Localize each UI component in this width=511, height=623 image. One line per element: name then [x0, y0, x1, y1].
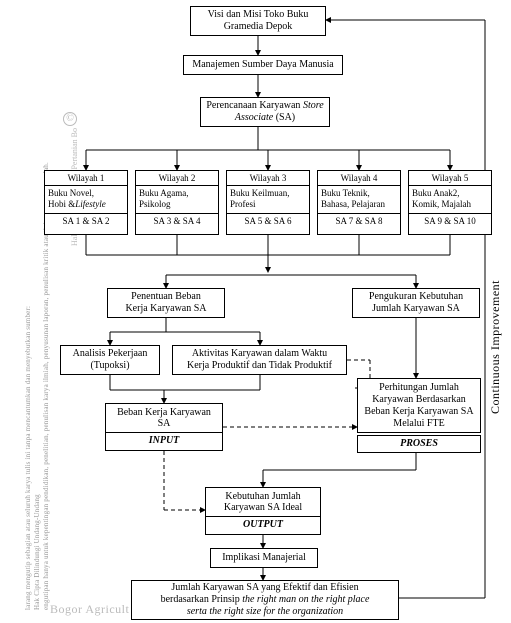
text: Melalui FTE	[393, 418, 444, 430]
region-wilayah-1: Wilayah 1 Buku Novel, Hobi &Lifestyle SA…	[44, 170, 128, 235]
io-label: INPUT	[106, 433, 222, 448]
region-footer: SA 3 & SA 4	[136, 214, 218, 228]
io-label: OUTPUT	[206, 517, 320, 532]
region-content: Buku Agama,Psikolog	[136, 186, 218, 214]
region-footer: SA 9 & SA 10	[409, 214, 491, 228]
node-msdm: Manajemen Sumber Daya Manusia	[183, 55, 343, 75]
region-footer: SA 5 & SA 6	[227, 214, 309, 228]
text: Perhitungan Jumlah	[379, 382, 459, 394]
region-header: Wilayah 4	[318, 171, 400, 186]
watermark-bottom: Bogor Agricult	[50, 602, 129, 617]
text: Penentuan Beban	[131, 291, 201, 303]
node-perencanaan: Perencanaan Karyawan Store Associate (SA…	[200, 97, 330, 127]
text: Beban Kerja Karyawan SA	[364, 406, 473, 418]
node-visi-misi: Visi dan Misi Toko Buku Gramedia Depok	[190, 6, 326, 36]
io-content: Kebutuhan JumlahKaryawan SA Ideal	[206, 488, 320, 517]
text: Analisis Pekerjaan	[73, 348, 148, 360]
region-wilayah-2: Wilayah 2 Buku Agama,Psikolog SA 3 & SA …	[135, 170, 219, 235]
text: Implikasi Manajerial	[222, 552, 306, 564]
text: Pengukuran Kebutuhan	[369, 291, 463, 303]
node-output: Kebutuhan JumlahKaryawan SA Ideal OUTPUT	[205, 487, 321, 535]
region-header: Wilayah 5	[409, 171, 491, 186]
node-analisis-pekerjaan: Analisis Pekerjaan (Tupoksi)	[60, 345, 160, 375]
io-content: Beban Kerja KaryawanSA	[106, 404, 222, 433]
region-header: Wilayah 2	[136, 171, 218, 186]
region-wilayah-5: Wilayah 5 Buku Anak2,Komik, Majalah SA 9…	[408, 170, 492, 235]
text: Kerja Produktif dan Tidak Produktif	[187, 360, 332, 372]
node-pengukuran: Pengukuran Kebutuhan Jumlah Karyawan SA	[352, 288, 480, 318]
text: Jumlah Karyawan SA	[372, 303, 460, 315]
text: Aktivitas Karyawan dalam Waktu	[192, 348, 327, 360]
text: Visi dan Misi Toko Buku	[208, 9, 309, 21]
region-footer: SA 7 & SA 8	[318, 214, 400, 228]
io-label: PROSES	[358, 435, 480, 451]
region-header: Wilayah 3	[227, 171, 309, 186]
text: Gramedia Depok	[224, 21, 293, 33]
node-input: Beban Kerja KaryawanSA INPUT	[105, 403, 223, 451]
node-perhitungan-fte: Perhitungan Jumlah Karyawan Berdasarkan …	[357, 378, 481, 433]
node-penentuan-beban: Penentuan Beban Kerja Karyawan SA	[107, 288, 225, 318]
region-content: Buku Novel, Hobi &Lifestyle	[45, 186, 127, 214]
text: Karyawan Berdasarkan	[372, 394, 466, 406]
text: Manajemen Sumber Daya Manusia	[192, 59, 333, 71]
region-content: Buku Teknik,Bahasa, Pelajaran	[318, 186, 400, 214]
region-wilayah-4: Wilayah 4 Buku Teknik,Bahasa, Pelajaran …	[317, 170, 401, 235]
region-content: Buku Keilmuan,Profesi	[227, 186, 309, 214]
region-content: Buku Anak2,Komik, Majalah	[409, 186, 491, 214]
node-hasil: Jumlah Karyawan SA yang Efektif dan Efis…	[131, 580, 399, 620]
text: Jumlah Karyawan SA yang Efektif dan Efis…	[171, 582, 358, 594]
node-implikasi: Implikasi Manajerial	[210, 548, 318, 568]
text: serta the right size for the organizatio…	[187, 606, 343, 618]
region-header: Wilayah 1	[45, 171, 127, 186]
region-wilayah-3: Wilayah 3 Buku Keilmuan,Profesi SA 5 & S…	[226, 170, 310, 235]
text: Perencanaan Karyawan Store	[206, 100, 323, 112]
text: berdasarkan Prinsip the right man on the…	[161, 594, 370, 606]
node-aktivitas: Aktivitas Karyawan dalam Waktu Kerja Pro…	[172, 345, 347, 375]
watermark-vertical: larang mengutip sebagian atau seluruh ka…	[24, 10, 38, 610]
node-proses: PROSES	[357, 435, 481, 453]
text: Kerja Karyawan SA	[125, 303, 206, 315]
region-footer: SA 1 & SA 2	[45, 214, 127, 228]
copyright-mark-1: ©	[63, 112, 77, 126]
text: Associate (SA)	[235, 112, 295, 124]
continuous-improvement-label: Continuous Improvement	[488, 280, 503, 414]
text: (Tupoksi)	[90, 360, 129, 372]
